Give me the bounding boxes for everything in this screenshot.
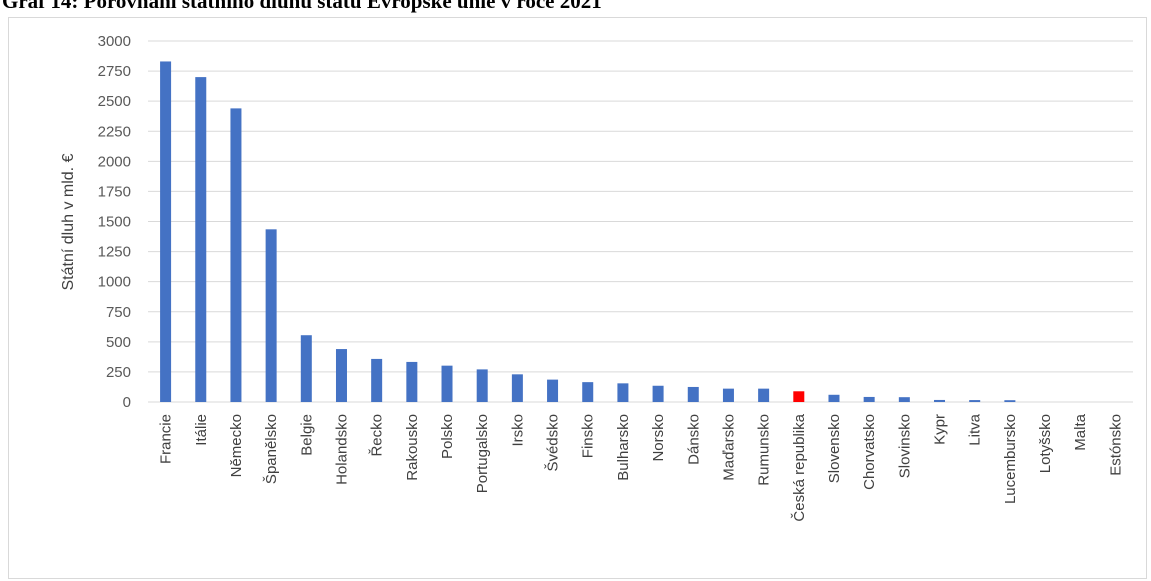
x-tick-label: Norsko — [650, 414, 667, 462]
x-tick-label: Belgie — [298, 414, 315, 456]
y-tick-label: 250 — [106, 364, 131, 381]
bar — [934, 399, 946, 402]
bar — [371, 358, 383, 402]
bar — [652, 385, 664, 402]
x-tick-label: Chorvatsko — [861, 414, 878, 490]
bar — [617, 383, 629, 402]
y-tick-label: 2250 — [98, 123, 131, 140]
x-tick-label: Slovensko — [826, 414, 843, 483]
x-tick-label: Dánsko — [685, 414, 702, 465]
y-axis-label: Státní dluh v mld. € — [60, 153, 77, 290]
bar — [160, 61, 172, 402]
bar — [441, 365, 453, 402]
x-tick-label: Řecko — [369, 414, 386, 457]
x-tick-label: Itálie — [193, 414, 210, 446]
x-tick-label: Rumunsko — [756, 414, 773, 486]
bar — [230, 108, 242, 403]
bar — [511, 374, 523, 402]
bar — [195, 77, 207, 402]
bar — [335, 349, 347, 402]
y-tick-label: 2500 — [98, 93, 131, 110]
bar — [687, 386, 699, 402]
x-tick-label: Slovinsko — [896, 414, 913, 478]
bar — [406, 361, 418, 402]
y-tick-label: 1000 — [98, 274, 131, 291]
x-tick-label: Rakousko — [404, 414, 421, 481]
x-tick-label: Bulharsko — [615, 414, 632, 481]
y-tick-label: 1500 — [98, 214, 131, 231]
x-tick-label: Lucembursko — [1002, 414, 1019, 504]
y-tick-label: 2750 — [98, 63, 131, 80]
bar — [758, 388, 770, 402]
bar — [476, 369, 488, 402]
y-tick-label: 2000 — [98, 153, 131, 170]
x-tick-label: Polsko — [439, 414, 456, 459]
x-tick-label: Maďarsko — [720, 414, 737, 481]
bar — [582, 382, 594, 402]
x-tick-label: Finsko — [580, 414, 597, 458]
x-tick-label: Švédsko — [545, 414, 562, 472]
bar — [300, 335, 312, 402]
y-tick-label: 750 — [106, 304, 131, 321]
x-tick-label: Španělsko — [263, 414, 280, 484]
x-tick-label: Německo — [228, 414, 245, 477]
chart-title: Graf 14: Porovnání státního dluhu států … — [2, 0, 602, 13]
x-tick-label: Irsko — [509, 414, 526, 447]
x-tick-label: Estónsko — [1107, 414, 1124, 476]
x-tick-label: Lotyšsko — [1037, 414, 1054, 473]
x-tick-label: Kypr — [932, 414, 949, 445]
x-tick-label: Malta — [1072, 413, 1089, 450]
bar — [722, 388, 734, 402]
x-tick-label: Holandsko — [333, 414, 350, 485]
bar — [793, 391, 805, 402]
bar — [863, 396, 875, 402]
y-tick-label: 500 — [106, 334, 131, 351]
x-tick-label: Portugalsko — [474, 414, 491, 493]
bar — [1004, 400, 1016, 402]
bar — [265, 229, 277, 402]
bar — [547, 379, 559, 402]
x-tick-label: Francie — [158, 414, 175, 464]
y-tick-label: 1250 — [98, 244, 131, 261]
y-tick-label: 1750 — [98, 183, 131, 200]
bar — [898, 397, 910, 402]
y-tick-label: 0 — [123, 394, 131, 411]
x-tick-label: Litva — [967, 413, 984, 445]
bar — [828, 394, 840, 402]
bar — [969, 400, 981, 402]
y-tick-label: 3000 — [98, 33, 131, 50]
x-tick-label: Česká republika — [791, 413, 808, 521]
